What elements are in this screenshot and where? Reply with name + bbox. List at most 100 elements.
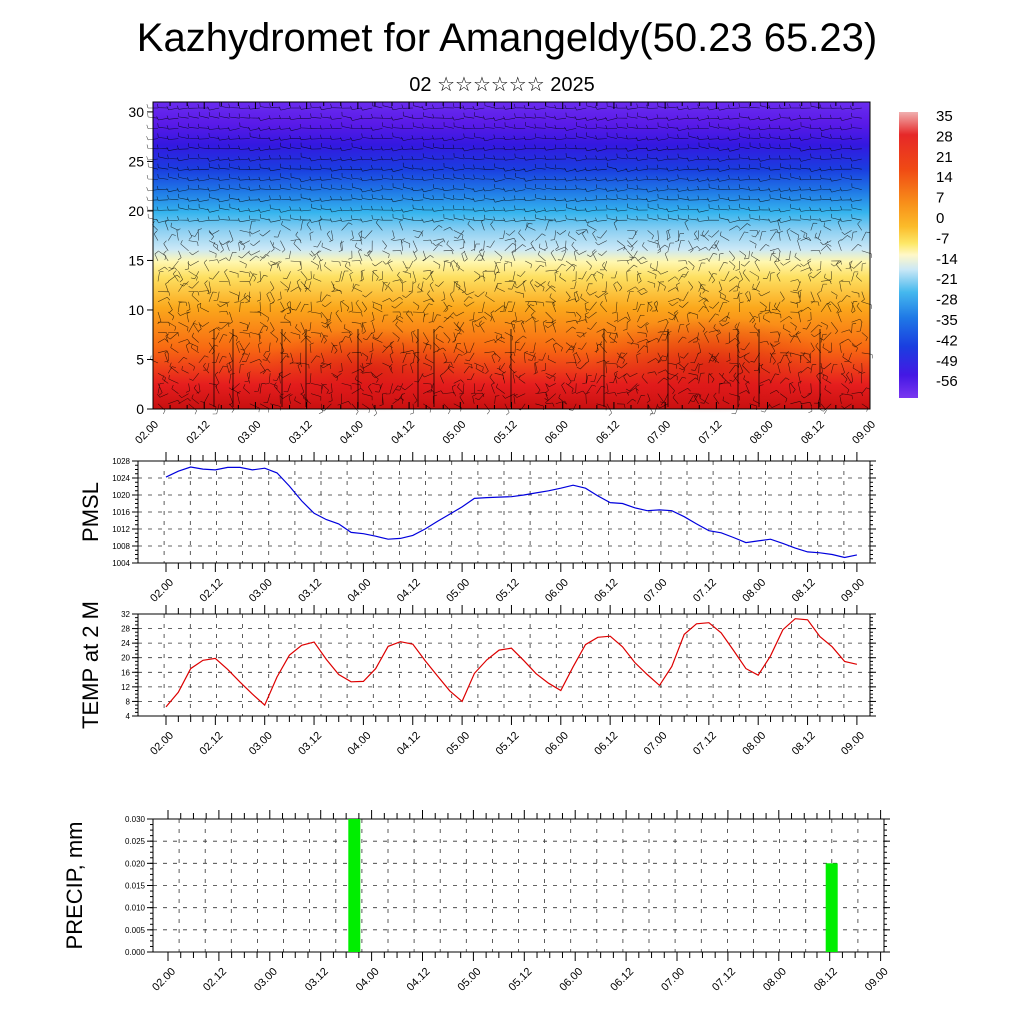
cs-x-tick-label: 05.12 — [492, 419, 520, 447]
panel-grid — [137, 460, 871, 564]
colorbar-labels: 35 28 21 14 7 0 -7 -14 -21 -28 -35 -42 -49 -56 — [936, 108, 958, 390]
y-tick-label: 32 — [121, 610, 130, 619]
y-tick-label: 1012 — [112, 525, 130, 534]
x-tick-label: 05.00 — [444, 577, 472, 605]
x-tick-label: 07.12 — [691, 577, 719, 605]
x-tick-label: 02.00 — [148, 730, 176, 758]
x-tick-label: 03.12 — [303, 966, 331, 994]
cs-y-tick-label: 15 — [128, 252, 144, 268]
x-tick-label: 02.00 — [150, 966, 178, 994]
x-tick-label: 07.00 — [642, 577, 670, 605]
y-tick-label: 8 — [126, 697, 131, 706]
y-tick-label: 0.005 — [125, 926, 146, 935]
cross-section-panel: 0 5 10 15 20 25 30 02.00 02.12 03.00 03.12 04.00 04… — [128, 101, 878, 447]
y-tick-label: 0.015 — [125, 882, 146, 891]
cs-x-tick-label: 08.00 — [748, 419, 776, 447]
temp-panel: 4 8 12 16 20 24 28 32 02.00 02.12 03.00 03.12 04.00 0… — [78, 601, 876, 758]
x-tick-label: 08.00 — [740, 577, 768, 605]
x-tick-label: 02.12 — [201, 966, 229, 994]
colorbar-label: 0 — [936, 210, 944, 227]
x-tick-label: 08.00 — [761, 966, 789, 994]
x-tick-label: 03.12 — [296, 730, 324, 758]
y-tick-label: 0.000 — [125, 948, 146, 957]
colorbar-label: -28 — [936, 292, 958, 309]
y-tick-label: 12 — [121, 683, 130, 692]
y-tick-label: 1004 — [112, 559, 130, 568]
temp-line — [165, 618, 858, 708]
y-tick-label: 20 — [121, 654, 130, 663]
cross-section-y-axis: 0 5 10 15 20 25 30 — [128, 104, 153, 417]
x-tick-label: 08.12 — [790, 730, 818, 758]
x-tick-label: 09.00 — [863, 966, 891, 994]
cs-y-tick-label: 5 — [136, 351, 144, 367]
y-axis-title: PMSL — [78, 482, 103, 542]
x-tick-label: 05.12 — [506, 966, 534, 994]
cs-x-tick-label: 08.12 — [799, 419, 827, 447]
x-tick-label: 07.00 — [659, 966, 687, 994]
cs-x-tick-label: 09.00 — [850, 419, 878, 447]
page-title: Kazhydromet for Amangeldy(50.23 65.23) — [136, 16, 878, 60]
cs-x-tick-label: 02.00 — [133, 419, 161, 447]
x-tick-label: 03.00 — [252, 966, 280, 994]
cs-x-tick-label: 03.00 — [236, 419, 264, 447]
x-tick-label: 08.12 — [790, 577, 818, 605]
x-tick-label: 06.12 — [592, 730, 620, 758]
x-tick-label: 04.12 — [405, 966, 433, 994]
colorbar-scale — [899, 112, 918, 398]
colorbar-label: -7 — [936, 230, 949, 247]
colorbar-label: -35 — [936, 312, 958, 329]
colorbar-label: -49 — [936, 353, 958, 370]
y-tick-label: 1024 — [112, 474, 130, 483]
x-tick-label: 02.00 — [148, 577, 176, 605]
pmsl-line — [165, 466, 858, 559]
x-tick-label: 04.00 — [346, 730, 374, 758]
x-tick-label: 04.00 — [354, 966, 382, 994]
colorbar-label: 14 — [936, 169, 953, 186]
panel-frame — [137, 460, 871, 564]
cs-y-tick-label: 25 — [128, 153, 144, 169]
x-tick-label: 04.00 — [346, 577, 374, 605]
x-tick-label: 08.00 — [740, 730, 768, 758]
y-tick-label: 16 — [121, 668, 130, 677]
panel-grid — [137, 613, 871, 717]
x-tick-label: 03.12 — [296, 577, 324, 605]
colorbar-label: 7 — [936, 190, 944, 207]
cs-y-tick-label: 0 — [136, 401, 144, 417]
x-tick-label: 09.00 — [839, 730, 867, 758]
y-tick-label: 1008 — [112, 542, 130, 551]
cs-x-tick-label: 04.12 — [389, 419, 417, 447]
x-tick-label: 06.00 — [543, 730, 571, 758]
y-tick-label: 0.030 — [125, 815, 146, 824]
cs-x-tick-label: 07.00 — [645, 419, 673, 447]
cs-x-tick-label: 04.00 — [338, 419, 366, 447]
colorbar-label: 21 — [936, 149, 953, 166]
x-tick-label: 03.00 — [247, 577, 275, 605]
y-tick-label: 1028 — [112, 457, 130, 466]
x-tick-label: 08.12 — [812, 966, 840, 994]
barb-streaks — [213, 329, 821, 407]
colorbar-label: -14 — [936, 251, 958, 268]
cs-x-tick-label: 05.00 — [440, 419, 468, 447]
x-tick-label: 06.00 — [543, 577, 571, 605]
colorbar-label: -56 — [936, 373, 958, 390]
y-tick-label: 1020 — [112, 491, 130, 500]
colorbar: 35 28 21 14 7 0 -7 -14 -21 -28 -35 -42 -49 -56 — [899, 108, 958, 398]
y-tick-label: 0.010 — [125, 904, 146, 913]
colorbar-label: -21 — [936, 271, 958, 288]
y-tick-label: 4 — [126, 712, 131, 721]
colorbar-label: 35 — [936, 108, 953, 125]
x-tick-label: 06.12 — [592, 577, 620, 605]
x-tick-label: 05.12 — [494, 730, 522, 758]
pmsl-panel: 1004 1008 1012 1016 1020 1024 1028 02.00 02.12 03… — [78, 452, 876, 605]
x-tick-label: 05.00 — [456, 966, 484, 994]
panel-frame — [137, 613, 871, 717]
y-tick-label: 24 — [121, 639, 130, 648]
x-tick-label: 05.12 — [494, 577, 522, 605]
x-tick-label: 04.12 — [395, 730, 423, 758]
cs-y-tick-label: 10 — [128, 302, 144, 318]
colorbar-label: 28 — [936, 128, 953, 145]
x-tick-label: 06.12 — [608, 966, 636, 994]
x-tick-label: 05.00 — [444, 730, 472, 758]
